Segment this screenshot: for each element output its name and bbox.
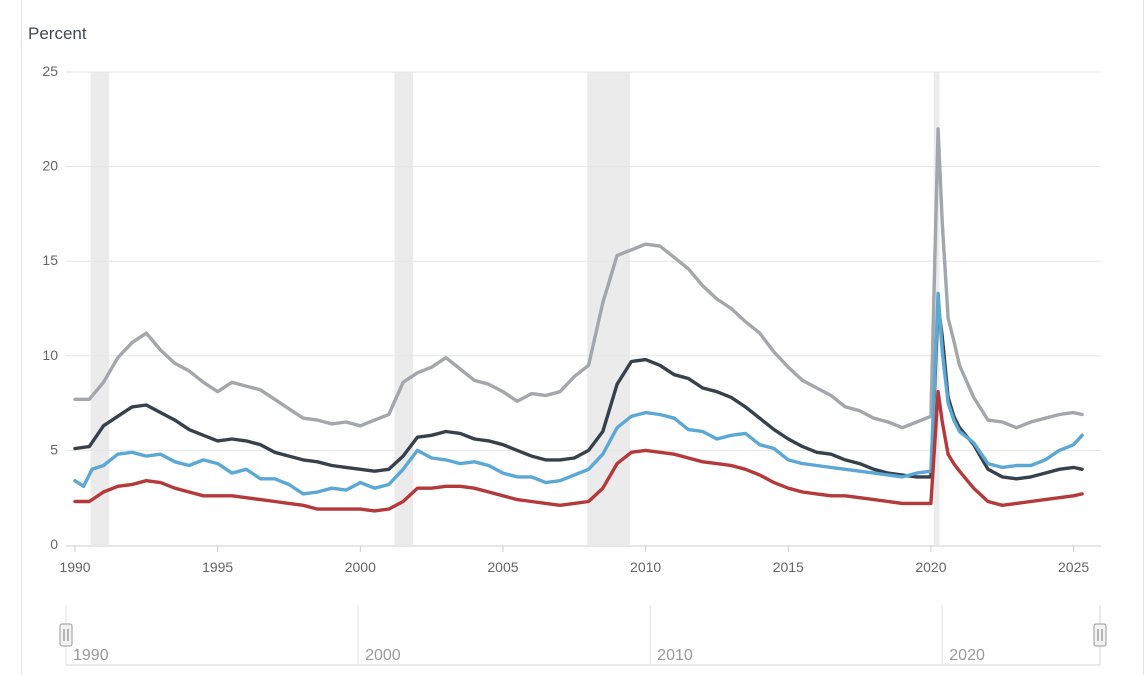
recession-band (587, 72, 630, 545)
navigator-label: 2000 (365, 647, 401, 664)
frame-right-border (1143, 0, 1144, 675)
y-tick-label: 15 (42, 252, 58, 268)
y-tick-label: 20 (42, 158, 58, 174)
series-line (73, 127, 1084, 430)
navigator-handle-left[interactable] (59, 623, 73, 647)
navigator-handle-right[interactable] (1093, 623, 1107, 647)
y-tick-label: 0 (50, 536, 58, 552)
frame-left-border (21, 0, 22, 675)
navigator-label: 2010 (657, 647, 693, 664)
x-tick-label: 2025 (1058, 559, 1089, 575)
y-axis-title: Percent (28, 24, 87, 43)
navigator-label: 2020 (949, 647, 985, 664)
navigator-label: 1990 (73, 647, 109, 664)
y-tick-label: 25 (42, 63, 58, 79)
x-tick-label: 1995 (202, 559, 233, 575)
series-line (73, 291, 1084, 496)
recession-band (90, 72, 110, 545)
x-tick-label: 2010 (630, 559, 661, 575)
series-line (73, 390, 1084, 513)
x-tick-label: 2020 (915, 559, 946, 575)
recession-band (394, 72, 414, 545)
y-tick-label: 10 (42, 347, 58, 363)
y-tick-label: 5 (50, 441, 58, 457)
x-tick-label: 2000 (345, 559, 376, 575)
x-tick-label: 1990 (59, 559, 90, 575)
x-tick-label: 2015 (773, 559, 804, 575)
x-tick-label: 2005 (487, 559, 518, 575)
